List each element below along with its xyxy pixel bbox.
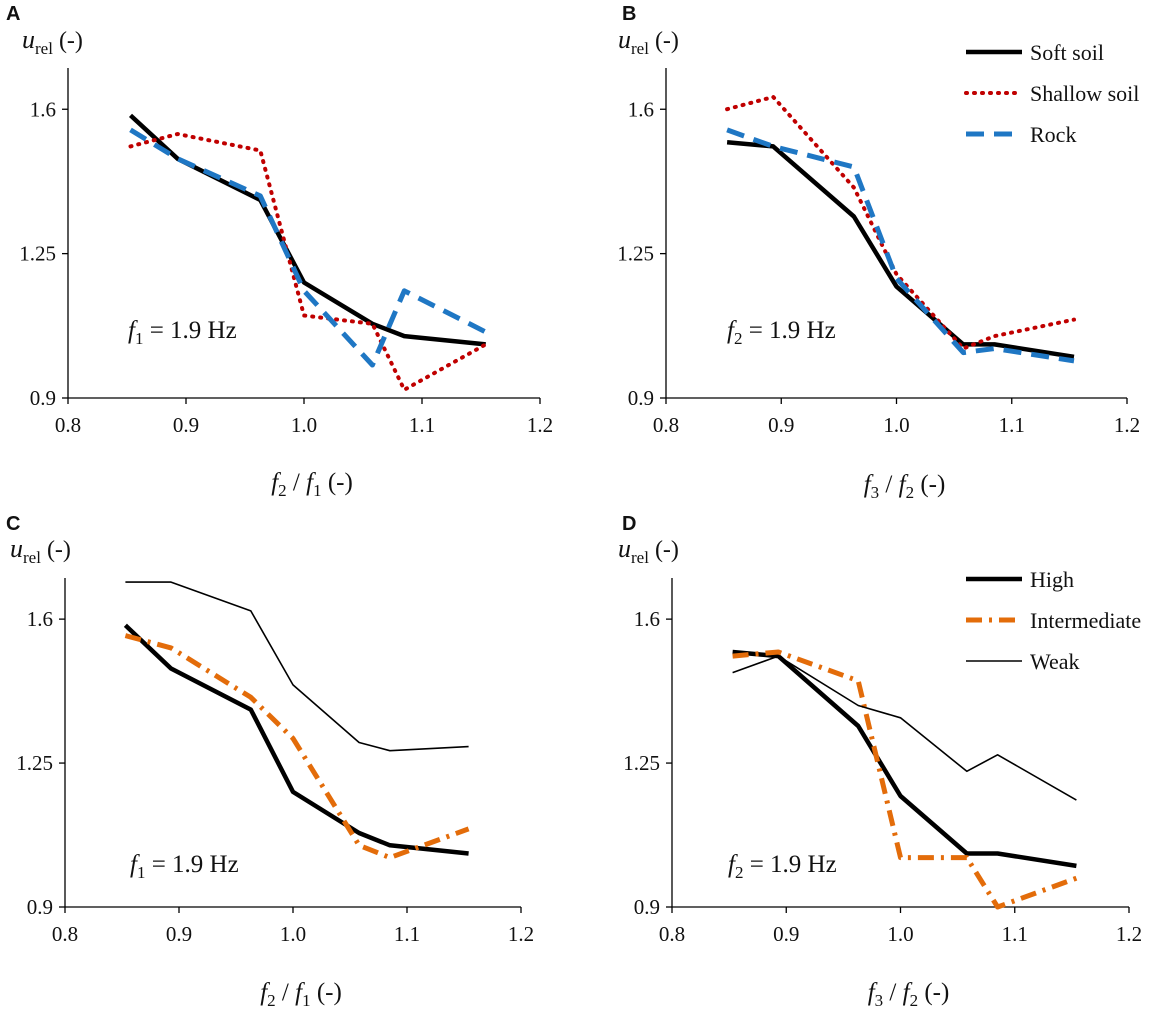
y-tick-label: 1.25	[617, 242, 654, 266]
y-tick-label: 1.6	[30, 97, 56, 121]
series-line-high	[123, 623, 469, 856]
x-tick-label: 1.2	[1114, 413, 1140, 437]
x-tick-label: 1.2	[527, 413, 553, 437]
series-line-shallow-soil	[725, 94, 1076, 351]
panel-c: C 0.8 0.9 1.0 1.1 1.2 0.9 1.25 1.6 urel (-) f2 / f…	[6, 513, 534, 1010]
panel-label: C	[6, 513, 20, 535]
x-tick-label: 0.9	[768, 413, 794, 437]
x-axis-label: f3 / f2 (-)	[868, 979, 950, 1010]
x-tick-label: 1.1	[999, 413, 1025, 437]
frequency-annotation: f1 = 1.9 Hz	[128, 317, 237, 348]
legend-entry: Intermediate	[1030, 608, 1141, 633]
x-tick-label: 1.1	[394, 922, 420, 946]
legend-entry: Weak	[1030, 649, 1080, 674]
y-tick-label: 0.9	[628, 386, 654, 410]
y-tick-label: 1.25	[623, 751, 660, 775]
y-tick-label: 1.25	[16, 751, 53, 775]
legend-entry: Shallow soil	[1030, 81, 1139, 106]
panel-label: B	[622, 3, 636, 25]
x-tick-label: 0.9	[166, 922, 192, 946]
x-axis-label: f2 / f1 (-)	[271, 469, 353, 500]
series-line-soft-soil	[726, 140, 1075, 360]
y-tick-label: 1.6	[628, 97, 654, 121]
legend-entry: Soft soil	[1030, 40, 1104, 65]
panel-d: D 0.8 0.9 1.0 1.1 1.2 0.9 1.25 1.6 urel (-) f3 / f…	[618, 513, 1142, 1010]
panel-b: B 0.8 0.9 1.0 1.1 1.2 0.9 1.25 1.6 urel (-) f3 / f…	[617, 3, 1140, 502]
frequency-annotation: f2 = 1.9 Hz	[728, 851, 837, 882]
x-tick-label: 0.8	[55, 413, 81, 437]
y-tick-label: 0.9	[27, 895, 53, 919]
x-axis-label: f3 / f2 (-)	[864, 471, 946, 502]
series-line-intermediate	[124, 633, 470, 861]
x-tick-label: 0.9	[773, 922, 799, 946]
x-tick-label: 1.2	[508, 922, 534, 946]
x-axis-label: f2 / f1 (-)	[260, 979, 342, 1010]
x-tick-label: 1.0	[291, 413, 317, 437]
frequency-annotation: f2 = 1.9 Hz	[727, 317, 836, 348]
y-axis-label: urel (-)	[22, 25, 83, 58]
y-tick-label: 1.6	[634, 607, 660, 631]
y-axis-label: urel (-)	[618, 534, 679, 567]
x-tick-label: 0.9	[173, 413, 199, 437]
x-tick-label: 0.8	[653, 413, 679, 437]
x-tick-label: 1.1	[409, 413, 435, 437]
series-line-weak	[125, 581, 469, 752]
series-line-weak	[732, 655, 1077, 801]
x-tick-label: 1.2	[1116, 922, 1142, 946]
legend-entry: Rock	[1030, 122, 1076, 147]
x-tick-label: 0.8	[659, 922, 685, 946]
x-tick-label: 1.0	[887, 922, 913, 946]
panel-label: D	[622, 513, 636, 535]
series-line-high	[732, 649, 1077, 869]
y-tick-label: 1.25	[19, 242, 56, 266]
series-line-shallow-soil	[128, 132, 488, 392]
series-line-soft-soil	[128, 113, 486, 347]
y-tick-label: 0.9	[30, 386, 56, 410]
y-tick-label: 1.6	[27, 607, 53, 631]
y-axis-label: urel (-)	[10, 534, 71, 567]
y-tick-label: 0.9	[634, 895, 660, 919]
panel-a: A 0.8 0.9 1.0 1.1 1.2 0.9 1.25 1.6 urel (-) f2 / f…	[6, 3, 553, 500]
series-line-intermediate	[732, 649, 1078, 910]
x-tick-label: 1.1	[1002, 922, 1028, 946]
legend: Soft soil Shallow soil Rock	[964, 40, 1139, 147]
y-axis-label: urel (-)	[618, 25, 679, 58]
panel-label: A	[6, 3, 20, 25]
series-line-rock	[129, 127, 487, 368]
legend: High Intermediate Weak	[966, 567, 1141, 674]
x-tick-label: 1.0	[883, 413, 909, 437]
frequency-annotation: f1 = 1.9 Hz	[130, 851, 239, 882]
x-tick-label: 1.0	[280, 922, 306, 946]
x-tick-label: 0.8	[52, 922, 78, 946]
legend-entry: High	[1030, 567, 1074, 592]
